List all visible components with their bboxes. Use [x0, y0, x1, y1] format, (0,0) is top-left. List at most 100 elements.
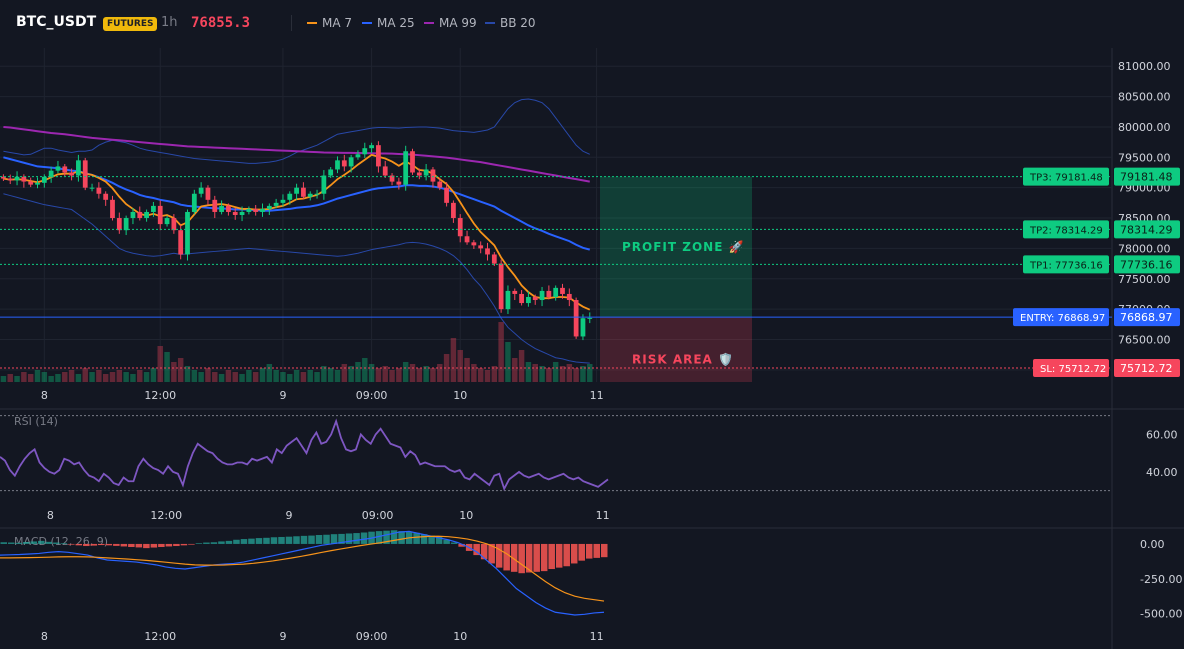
volume-bar	[123, 372, 129, 382]
macd-histogram-bar	[585, 543, 593, 559]
candle-body	[14, 176, 20, 181]
volume-bar	[287, 374, 293, 382]
candle-body	[178, 230, 184, 255]
level-axis-label: 76868.97	[1120, 311, 1173, 324]
volume-bar	[225, 370, 232, 382]
volume-bar	[198, 372, 204, 382]
volume-bar	[552, 362, 559, 382]
risk-area-label: RISK AREA 🛡️	[632, 352, 734, 366]
volume-bar	[587, 364, 593, 382]
level-axis-tag	[1114, 220, 1180, 239]
rsi-axis-tick: 60.00	[1146, 428, 1178, 441]
volume-bar	[409, 364, 416, 382]
macd-histogram-bar	[473, 543, 480, 556]
macd-histogram-bar	[218, 541, 225, 544]
legend-ma25[interactable]: MA 25	[362, 16, 415, 30]
legend-ma7[interactable]: MA 7	[307, 16, 352, 30]
volume-bar	[532, 364, 538, 382]
level-tag-bg	[1023, 220, 1109, 239]
candle-body	[553, 287, 559, 297]
macd-histogram-bar	[165, 543, 173, 547]
candle-body	[546, 290, 552, 297]
macd-histogram-bar	[105, 543, 113, 546]
macd-histogram-bar	[503, 543, 510, 571]
macd-histogram-bar	[338, 533, 345, 544]
level-tag-bg	[1023, 255, 1109, 274]
volume-bar	[389, 370, 395, 382]
candle-body	[96, 187, 102, 194]
macd-histogram-bar	[548, 543, 555, 570]
macd-histogram-bar	[563, 543, 570, 567]
legend-ma99[interactable]: MA 99	[424, 16, 477, 30]
macd-x-tick: 11	[590, 630, 604, 643]
candle-body	[1, 176, 6, 179]
volume-bar	[0, 376, 7, 382]
volume-bar	[423, 366, 429, 382]
candle-body	[505, 290, 511, 310]
candle-body	[430, 169, 436, 182]
volume-bar	[437, 364, 443, 382]
volume-bar	[525, 362, 532, 382]
candle-body	[253, 208, 259, 212]
price-x-tick: 11	[590, 389, 604, 402]
macd-histogram-bar	[285, 536, 293, 544]
futures-badge: FUTURES	[103, 17, 158, 31]
profit-zone	[600, 176, 752, 318]
macd-histogram-bar	[443, 539, 450, 544]
volume-bar	[566, 364, 573, 382]
macd-histogram-bar	[30, 541, 38, 544]
candle-body	[491, 254, 497, 264]
volume-bar	[546, 368, 552, 382]
macd-histogram-bar	[113, 543, 120, 546]
candle-body	[376, 145, 381, 167]
volume-bar	[252, 372, 259, 382]
macd-histogram-bar	[525, 543, 533, 573]
macd-histogram-bar	[420, 534, 428, 544]
macd-histogram-bar	[435, 536, 443, 544]
macd-x-tick: 12:00	[144, 630, 176, 643]
macd-histogram-bar	[68, 543, 75, 545]
macd-x-tick: 9	[279, 630, 286, 643]
volume-bar	[471, 364, 477, 382]
rsi-axis-tick: 40.00	[1146, 466, 1178, 479]
candle-body	[164, 218, 170, 225]
volume-bar	[293, 370, 300, 382]
volume-bar	[164, 352, 170, 382]
macd-histogram-bar	[323, 534, 330, 544]
level-axis-tag	[1114, 167, 1180, 186]
volume-bar	[396, 368, 402, 382]
volume-bar	[41, 372, 48, 382]
macd-histogram-bar	[315, 535, 323, 544]
symbol-name[interactable]: BTC_USDT	[16, 14, 97, 30]
volume-bar	[184, 366, 191, 382]
legend-bb20[interactable]: BB 20	[485, 16, 536, 30]
macd-histogram-bar	[8, 542, 15, 544]
volume-bar	[382, 366, 388, 382]
candle-body	[348, 157, 354, 167]
candle-body	[464, 236, 470, 243]
macd-histogram-bar	[293, 536, 300, 544]
timeframe-label[interactable]: 1h	[161, 15, 178, 30]
macd-histogram-bar	[210, 542, 218, 544]
level-tag	[1013, 308, 1109, 327]
macd-histogram-bar	[120, 543, 128, 547]
volume-bar	[137, 370, 143, 382]
macd-histogram-bar	[398, 531, 405, 544]
macd-histogram-bar	[495, 543, 503, 568]
macd-histogram-bar	[203, 542, 210, 544]
macd-histogram-bar	[270, 537, 278, 544]
candle-body	[410, 151, 415, 173]
level-tag	[1033, 359, 1109, 377]
macd-histogram-bar	[510, 543, 518, 572]
volume-bar	[34, 370, 41, 382]
volume-bar	[259, 368, 266, 382]
macd-histogram-bar	[300, 535, 308, 544]
level-axis-label: 75712.72	[1120, 362, 1173, 375]
candle-body	[219, 205, 224, 212]
candle-body	[239, 211, 245, 215]
volume-bar	[143, 372, 150, 382]
legend-bb20-label: BB 20	[500, 16, 536, 30]
header-divider	[291, 15, 292, 31]
volume-bar	[491, 366, 498, 382]
